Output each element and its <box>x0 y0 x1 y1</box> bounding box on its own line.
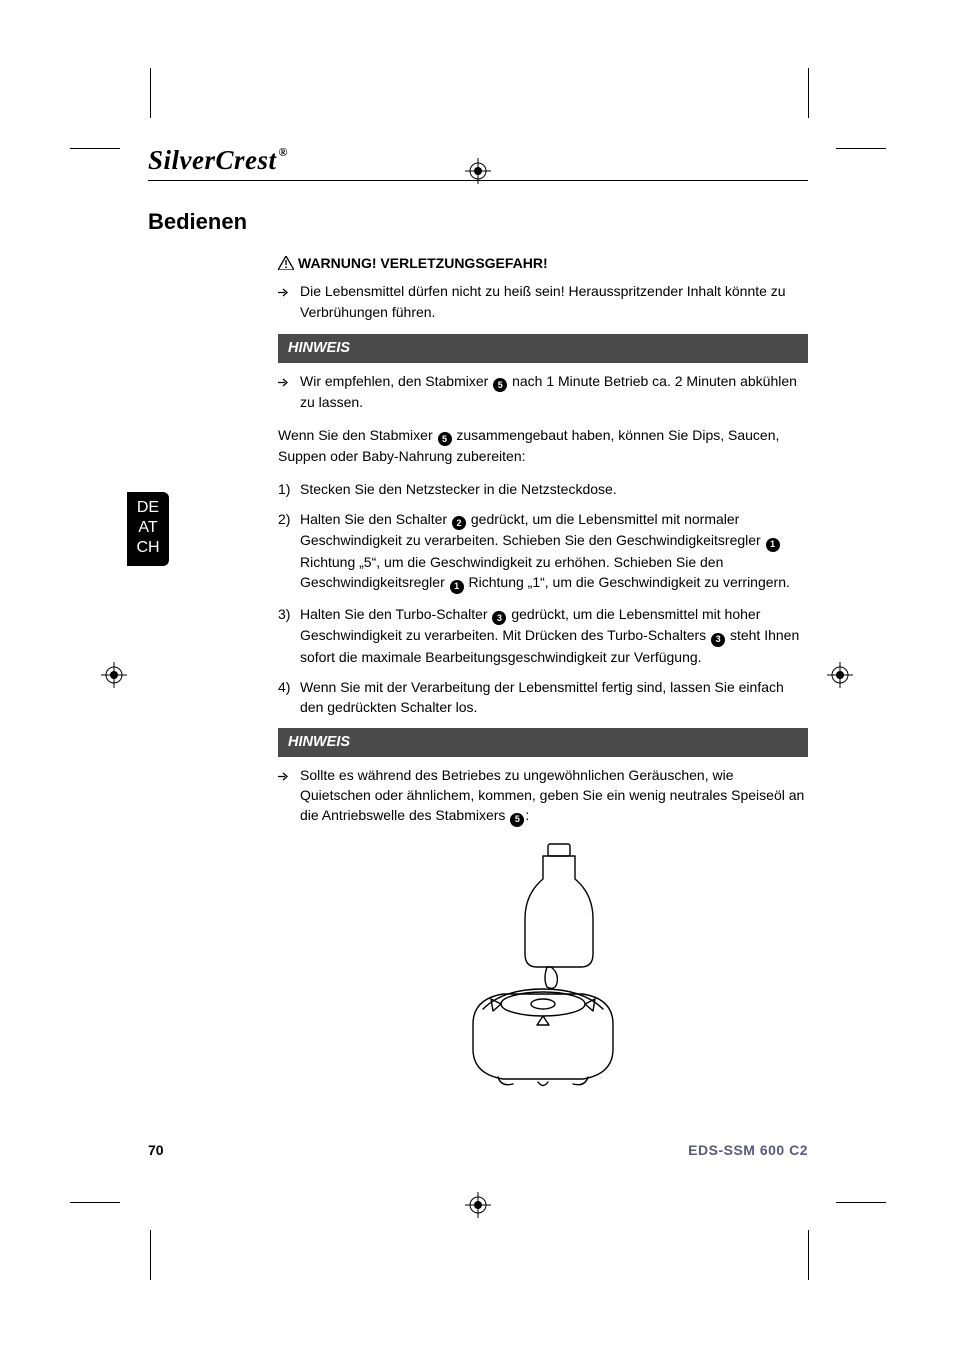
ref-3-icon: 3 <box>492 611 506 625</box>
bullet-arrow-icon <box>278 765 300 827</box>
step-number: 3) <box>278 604 300 667</box>
step-text: Stecken Sie den Netzstecker in die Netzs… <box>300 479 808 499</box>
step-1: 1) Stecken Sie den Netzstecker in die Ne… <box>278 479 808 499</box>
step-3: 3) Halten Sie den Turbo-Schalter 3 gedrü… <box>278 604 808 667</box>
text-span: Wir empfehlen, den Stabmixer <box>300 373 492 389</box>
text-span: Halten Sie den Schalter <box>300 511 451 527</box>
brand-logo: SilverCrest® <box>148 145 808 176</box>
warning-triangle-icon <box>278 255 294 275</box>
step-text: Wenn Sie mit der Verarbeitung der Lebens… <box>300 677 808 718</box>
step-text: Halten Sie den Turbo-Schalter 3 gedrückt… <box>300 604 808 667</box>
ref-2-icon: 2 <box>452 516 466 530</box>
crop-mark <box>808 68 809 118</box>
step-4: 4) Wenn Sie mit der Verarbeitung der Leb… <box>278 677 808 718</box>
ref-5-icon: 5 <box>493 378 507 392</box>
hinweis-bar-2: HINWEIS <box>278 728 808 757</box>
registered-icon: ® <box>279 145 288 159</box>
crop-mark <box>70 1202 120 1203</box>
crop-mark <box>150 68 151 118</box>
hinweis1-bullet: Wir empfehlen, den Stabmixer 5 nach 1 Mi… <box>278 371 808 413</box>
bullet-arrow-icon <box>278 371 300 413</box>
text-span: Sollte es während des Betriebes zu ungew… <box>300 767 804 824</box>
text-span: : <box>525 807 529 823</box>
hinweis-bar-1: HINWEIS <box>278 334 808 363</box>
crop-mark <box>150 1230 151 1280</box>
model-number: EDS-SSM 600 C2 <box>688 1142 808 1158</box>
warning-heading-text: WARNUNG! VERLETZUNGSGEFAHR! <box>298 255 548 271</box>
ref-5-icon: 5 <box>438 432 452 446</box>
step-2: 2) Halten Sie den Schalter 2 gedrückt, u… <box>278 509 808 594</box>
oil-bottle-illustration <box>278 839 808 1094</box>
hinweis1-text: Wir empfehlen, den Stabmixer 5 nach 1 Mi… <box>300 371 808 413</box>
ref-1-icon: 1 <box>450 580 464 594</box>
step-number: 1) <box>278 479 300 499</box>
crop-mark <box>70 148 120 149</box>
warning-text: Die Lebensmittel dürfen nicht zu heiß se… <box>300 281 808 322</box>
crop-mark <box>836 148 886 149</box>
hinweis2-text: Sollte es während des Betriebes zu ungew… <box>300 765 808 827</box>
step-number: 4) <box>278 677 300 718</box>
registration-mark-icon <box>465 1192 491 1218</box>
step-text: Halten Sie den Schalter 2 gedrückt, um d… <box>300 509 808 594</box>
section-title: Bedienen <box>148 209 808 235</box>
page-footer: 70 EDS-SSM 600 C2 <box>148 1142 808 1158</box>
brand-rule <box>148 180 808 181</box>
page-content: SilverCrest® Bedienen WARNUNG! VERLETZUN… <box>148 145 808 1094</box>
registration-mark-icon <box>101 662 127 688</box>
ref-1-icon: 1 <box>766 538 780 552</box>
text-span: Halten Sie den Turbo-Schalter <box>300 606 491 622</box>
intro-paragraph: Wenn Sie den Stabmixer 5 zusammengebaut … <box>278 425 808 467</box>
warning-bullet: Die Lebensmittel dürfen nicht zu heiß se… <box>278 281 808 322</box>
registration-mark-icon <box>827 662 853 688</box>
step-number: 2) <box>278 509 300 594</box>
page-number: 70 <box>148 1142 164 1158</box>
warning-heading: WARNUNG! VERLETZUNGSGEFAHR! <box>278 253 808 275</box>
content-column: WARNUNG! VERLETZUNGSGEFAHR! Die Lebensmi… <box>278 253 808 1094</box>
brand-name: SilverCrest <box>148 145 277 175</box>
crop-mark <box>836 1202 886 1203</box>
text-span: Richtung „1“, um die Geschwindigkeit zu … <box>465 574 790 590</box>
hinweis2-bullet: Sollte es während des Betriebes zu ungew… <box>278 765 808 827</box>
bullet-arrow-icon <box>278 281 300 322</box>
text-span: Wenn Sie den Stabmixer <box>278 427 437 443</box>
crop-mark <box>808 1230 809 1280</box>
ref-5-icon: 5 <box>510 813 524 827</box>
ref-3-icon: 3 <box>711 633 725 647</box>
